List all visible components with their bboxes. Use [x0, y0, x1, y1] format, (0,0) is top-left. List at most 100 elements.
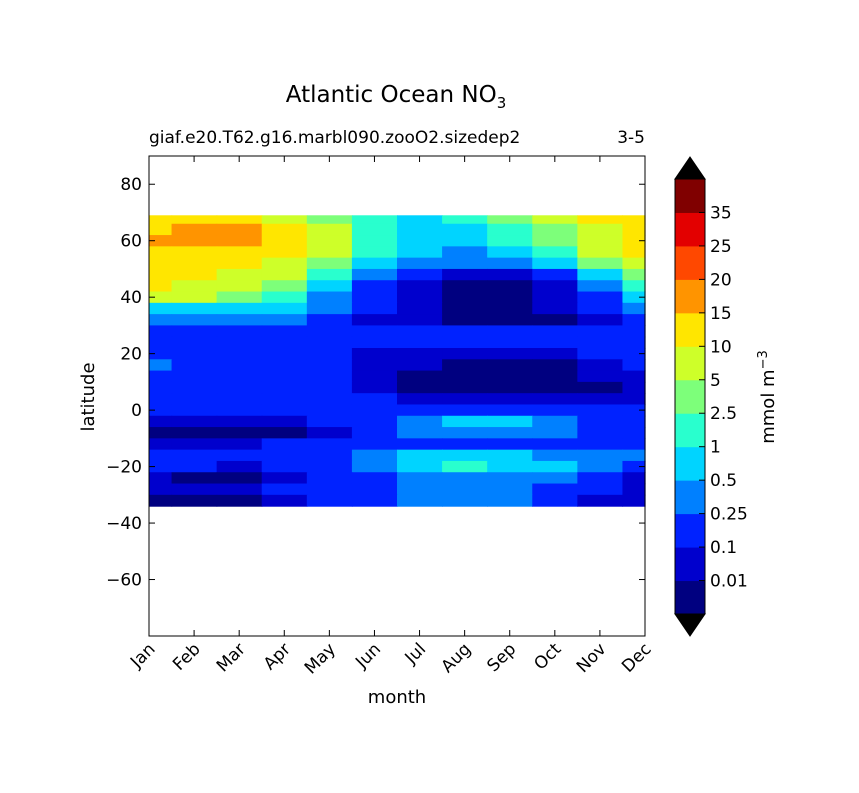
heatmap-cell — [397, 348, 443, 360]
colorbar-swatch — [675, 580, 705, 615]
heatmap-cell — [171, 483, 218, 496]
colorbar-tick-label: 0.1 — [710, 538, 737, 558]
heatmap-cell — [261, 415, 308, 428]
colorbar-tick-label: 2.5 — [710, 404, 737, 424]
heatmap-cell — [261, 268, 308, 281]
heatmap-cell — [577, 370, 624, 383]
heatmap-cell — [171, 246, 218, 259]
colorbar-swatch — [675, 480, 705, 515]
heatmap-cell — [261, 223, 308, 236]
heatmap-cell — [397, 280, 443, 293]
heatmap-cell — [306, 325, 353, 338]
heatmap-cell — [622, 404, 646, 417]
heatmap-cell — [397, 257, 443, 270]
heatmap-cell — [261, 370, 308, 383]
heatmap-cell — [532, 268, 578, 281]
heatmap-cell — [442, 336, 488, 349]
heatmap-cell — [622, 302, 646, 315]
heatmap-cell — [149, 325, 173, 338]
heatmap-cell — [216, 370, 263, 383]
heatmap-cell — [487, 215, 533, 225]
heatmap-cell — [216, 393, 263, 406]
colorbar-tick-label: 0.01 — [710, 572, 748, 592]
x-tick-label: Dec — [618, 639, 655, 676]
heatmap-cell — [532, 427, 578, 439]
heatmap-cell — [622, 257, 646, 270]
heatmap-cell — [149, 370, 173, 383]
heatmap-cell — [577, 223, 624, 236]
heatmap-cell — [532, 215, 578, 225]
y-tick-label: −20 — [106, 458, 142, 478]
heatmap-cell — [532, 460, 578, 473]
x-tick-label: Jan — [126, 639, 159, 672]
heatmap-cell — [351, 246, 398, 259]
colorbar-swatch — [675, 245, 705, 280]
chart-title: Atlantic Ocean NO3 — [286, 82, 507, 112]
colorbar-label-text: mmol m — [758, 369, 779, 443]
x-tick-label: Mar — [213, 639, 250, 676]
heatmap-cell — [442, 268, 488, 281]
heatmap-cell — [442, 393, 488, 406]
y-tick-label: −60 — [106, 571, 142, 591]
heatmap-cell — [397, 246, 443, 259]
heatmap-cell — [171, 291, 218, 304]
heatmap-cell — [622, 472, 646, 485]
heatmap-cell — [622, 348, 646, 360]
heatmap-cell — [171, 494, 218, 507]
colorbar-tick-label: 5 — [710, 371, 721, 391]
heatmap-cell — [171, 415, 218, 428]
heatmap-cell — [397, 393, 443, 406]
colorbar-tick-label: 10 — [710, 337, 732, 357]
heatmap-cell — [622, 359, 646, 372]
heatmap-cell — [487, 336, 533, 349]
heatmap-cell — [149, 460, 173, 473]
heatmap-cell — [306, 268, 353, 281]
heatmap-cell — [577, 483, 624, 496]
colorbar-swatch — [675, 179, 705, 213]
heatmap-cell — [306, 235, 353, 247]
heatmap-cell — [171, 215, 218, 225]
heatmap-cell — [487, 268, 533, 281]
heatmap-cell — [216, 325, 263, 338]
heatmap-cell — [442, 449, 488, 462]
heatmap-cell — [487, 404, 533, 417]
heatmap-cell — [577, 291, 624, 304]
heatmap-cell — [216, 348, 263, 360]
heatmap-cell — [306, 483, 353, 496]
heatmap-cell — [171, 427, 218, 439]
heatmap-cell — [216, 438, 263, 451]
heatmap-cell — [532, 359, 578, 372]
heatmap-cell — [622, 494, 646, 507]
heatmap-cell — [622, 415, 646, 428]
heatmap-cell — [171, 404, 218, 417]
heatmap-cell — [532, 280, 578, 293]
x-tick-label: Feb — [169, 639, 204, 674]
heatmap-cell — [171, 359, 218, 372]
colorbar: 0.01 0.1 0.25 0.5 1 2.5 5 10 15 20 25 35 — [674, 156, 748, 637]
heatmap-cell — [487, 494, 533, 507]
heatmap-cell — [397, 370, 443, 383]
heatmap-cell — [397, 460, 443, 473]
heatmap-cell — [397, 302, 443, 315]
y-tick-label: 60 — [120, 232, 142, 252]
heatmap-cell — [261, 348, 308, 360]
heatmap-cell — [442, 280, 488, 293]
heatmap-cell — [216, 483, 263, 496]
heatmap-cell — [532, 370, 578, 383]
heatmap-cell — [532, 449, 578, 462]
heatmap-cell — [577, 235, 624, 247]
heatmap-cell — [351, 235, 398, 247]
heatmap-cell — [306, 257, 353, 270]
heatmap-cell — [149, 215, 173, 225]
colorbar-swatch — [675, 279, 705, 314]
heatmap-cell — [351, 215, 398, 225]
heatmap-cell — [532, 302, 578, 315]
heatmap-cell — [532, 472, 578, 485]
heatmap-cell — [532, 223, 578, 236]
x-tick-label: Jul — [401, 639, 430, 668]
heatmap-cell — [487, 325, 533, 338]
heatmap-cell — [487, 235, 533, 247]
colorbar-swatch — [675, 346, 705, 381]
heatmap-cell — [487, 370, 533, 383]
y-tick-label: 40 — [120, 288, 142, 308]
